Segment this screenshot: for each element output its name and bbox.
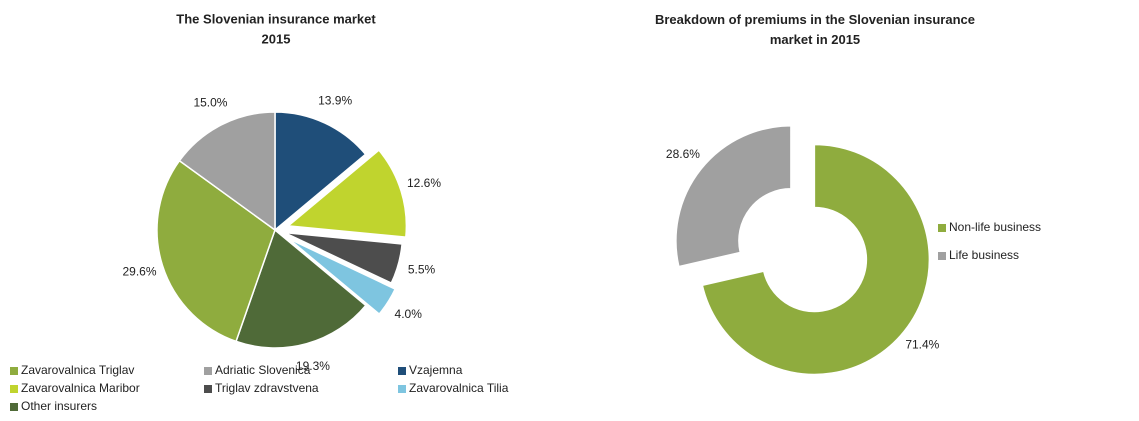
data-label: 71.4% xyxy=(905,338,939,352)
legend-swatch xyxy=(398,367,406,375)
legend-label: Life business xyxy=(949,248,1019,262)
legend-label: Vzajemna xyxy=(409,363,463,377)
chart-title: The Slovenian insurance market xyxy=(176,11,376,26)
legend-swatch xyxy=(10,367,18,375)
legend-swatch xyxy=(398,385,406,393)
data-label: 4.0% xyxy=(395,307,423,321)
slice xyxy=(288,237,397,316)
slice xyxy=(156,159,276,343)
legend-label: Triglav zdravstvena xyxy=(215,381,319,395)
slice xyxy=(284,231,403,285)
slice xyxy=(235,228,367,349)
slice xyxy=(286,149,408,238)
legend-label: Other insurers xyxy=(21,399,97,413)
data-label: 5.5% xyxy=(408,263,436,277)
chart-title: Breakdown of premiums in the Slovenian i… xyxy=(654,12,976,47)
data-label: 15.0% xyxy=(193,96,227,110)
legend-label: Adriatic Slovenica xyxy=(215,363,311,377)
legend-swatch xyxy=(938,252,946,260)
data-label: 13.9% xyxy=(318,94,352,108)
chart-subtitle: 2015 xyxy=(262,31,291,46)
legend-swatch xyxy=(204,385,212,393)
legend-swatch xyxy=(10,403,18,411)
slice xyxy=(675,125,792,268)
slice xyxy=(178,111,276,232)
data-label: 12.6% xyxy=(407,176,441,190)
legend-swatch xyxy=(938,224,946,232)
legend-label: Zavarovalnica Tilia xyxy=(409,381,509,395)
data-label: 28.6% xyxy=(666,147,700,161)
data-label: 29.6% xyxy=(122,265,156,279)
legend-label: Non-life business xyxy=(949,220,1041,234)
slice xyxy=(274,111,367,232)
legend-swatch xyxy=(10,385,18,393)
legend-label: Zavarovalnica Maribor xyxy=(21,381,140,395)
title-box: Breakdown of premiums in the Slovenian i… xyxy=(654,12,976,47)
legend-swatch xyxy=(204,367,212,375)
legend-label: Zavarovalnica Triglav xyxy=(21,363,134,377)
data-label: 19.3% xyxy=(296,359,330,373)
slice xyxy=(701,143,931,376)
